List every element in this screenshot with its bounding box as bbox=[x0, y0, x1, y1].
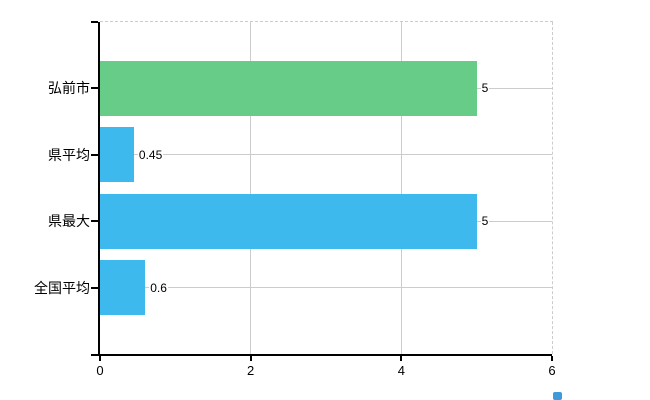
x-axis-tick bbox=[249, 356, 252, 361]
category-gridline bbox=[100, 287, 552, 289]
x-gridline bbox=[400, 22, 402, 354]
y-axis-line bbox=[98, 22, 100, 354]
category-label: 全国平均 bbox=[34, 279, 90, 296]
category-label: 県平均 bbox=[48, 146, 90, 163]
cropped-blue-glyph bbox=[553, 392, 562, 400]
bar-value-label: 5 bbox=[480, 81, 490, 96]
x-tick-label: 2 bbox=[247, 363, 255, 378]
y-axis-tick bbox=[91, 153, 98, 156]
bar-県平均 bbox=[100, 127, 134, 183]
plot-top-border bbox=[100, 21, 553, 22]
bar-県最大 bbox=[100, 193, 477, 249]
bar-全国平均 bbox=[100, 260, 146, 316]
plot-right-border bbox=[552, 22, 553, 354]
bar-value-label: 0.45 bbox=[137, 147, 164, 162]
x-gridline bbox=[250, 22, 252, 354]
x-axis-tick bbox=[551, 356, 553, 361]
y-axis-tick bbox=[91, 286, 98, 289]
category-label: 弘前市 bbox=[48, 80, 90, 97]
bar-弘前市 bbox=[100, 60, 477, 116]
x-axis-line bbox=[91, 354, 552, 356]
x-tick-label: 6 bbox=[548, 363, 556, 378]
x-axis-tick bbox=[400, 356, 403, 361]
y-axis-tick bbox=[91, 220, 98, 223]
x-tick-label: 0 bbox=[96, 363, 104, 378]
bar-value-label: 5 bbox=[480, 214, 490, 229]
category-gridline bbox=[100, 154, 552, 156]
x-tick-label: 4 bbox=[397, 363, 405, 378]
bar-value-label: 0.6 bbox=[149, 280, 168, 295]
category-label: 県最大 bbox=[48, 213, 90, 230]
y-axis-tick bbox=[91, 87, 98, 90]
y-axis-top-tick bbox=[91, 21, 98, 23]
x-axis-tick bbox=[99, 356, 101, 361]
